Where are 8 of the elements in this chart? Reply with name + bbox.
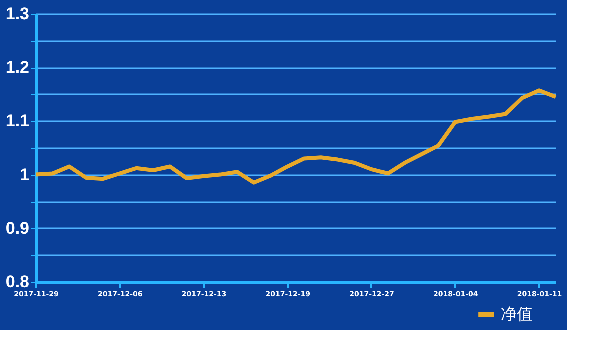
- y-tick-label: 1.3: [6, 4, 30, 24]
- legend-label: 净值: [501, 306, 533, 324]
- line-series: [34, 88, 558, 185]
- y-tick-label: 1.2: [6, 58, 30, 78]
- y-tick-label: 1: [20, 165, 30, 184]
- y-tick-label: 0.8: [6, 272, 30, 292]
- y-tick-label: 0.9: [6, 218, 30, 238]
- y-tick-label: 1.1: [6, 112, 30, 131]
